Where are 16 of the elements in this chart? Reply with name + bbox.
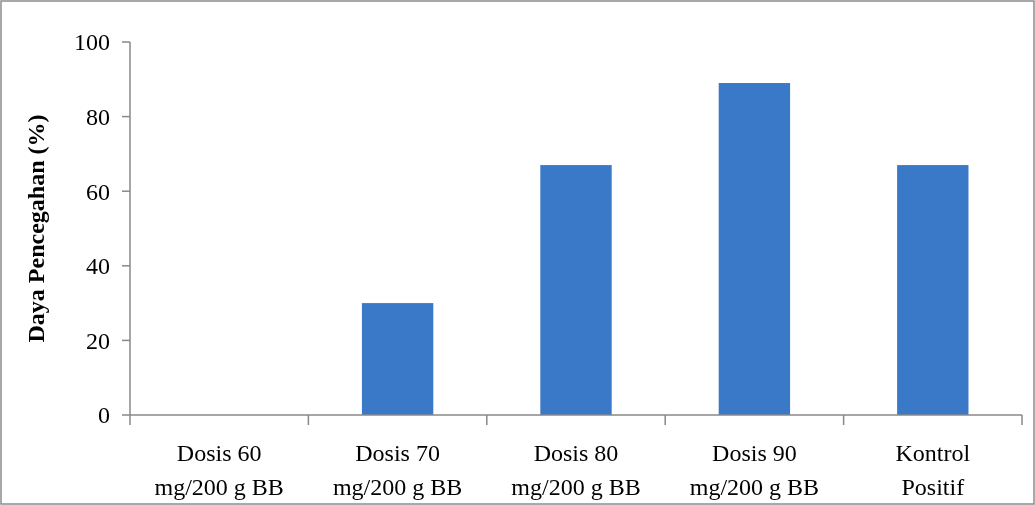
y-tick-label: 80 bbox=[86, 104, 110, 130]
bar bbox=[540, 165, 612, 415]
y-tick-label: 40 bbox=[86, 253, 110, 280]
x-tick-label: Dosis 60 mg/200 g BB bbox=[154, 440, 284, 500]
y-tick-label: 60 bbox=[86, 178, 110, 205]
bar bbox=[897, 165, 969, 415]
bar bbox=[718, 83, 791, 415]
x-tick-label: Dosis 90 mg/200 g BB bbox=[689, 440, 820, 500]
x-tick-label: Dosis 80 mg/200 g BB bbox=[511, 440, 641, 500]
x-tick-label: Kontrol Positif bbox=[895, 440, 971, 500]
x-tick-label: Dosis 70 mg/200 g BB bbox=[332, 440, 463, 500]
y-tick-label: 0 bbox=[98, 402, 110, 429]
y-axis-title: Daya Pencegahan (%) bbox=[23, 114, 49, 343]
y-tick-label: 20 bbox=[86, 327, 110, 354]
bar bbox=[361, 303, 434, 415]
y-tick-label: 100 bbox=[74, 29, 110, 56]
